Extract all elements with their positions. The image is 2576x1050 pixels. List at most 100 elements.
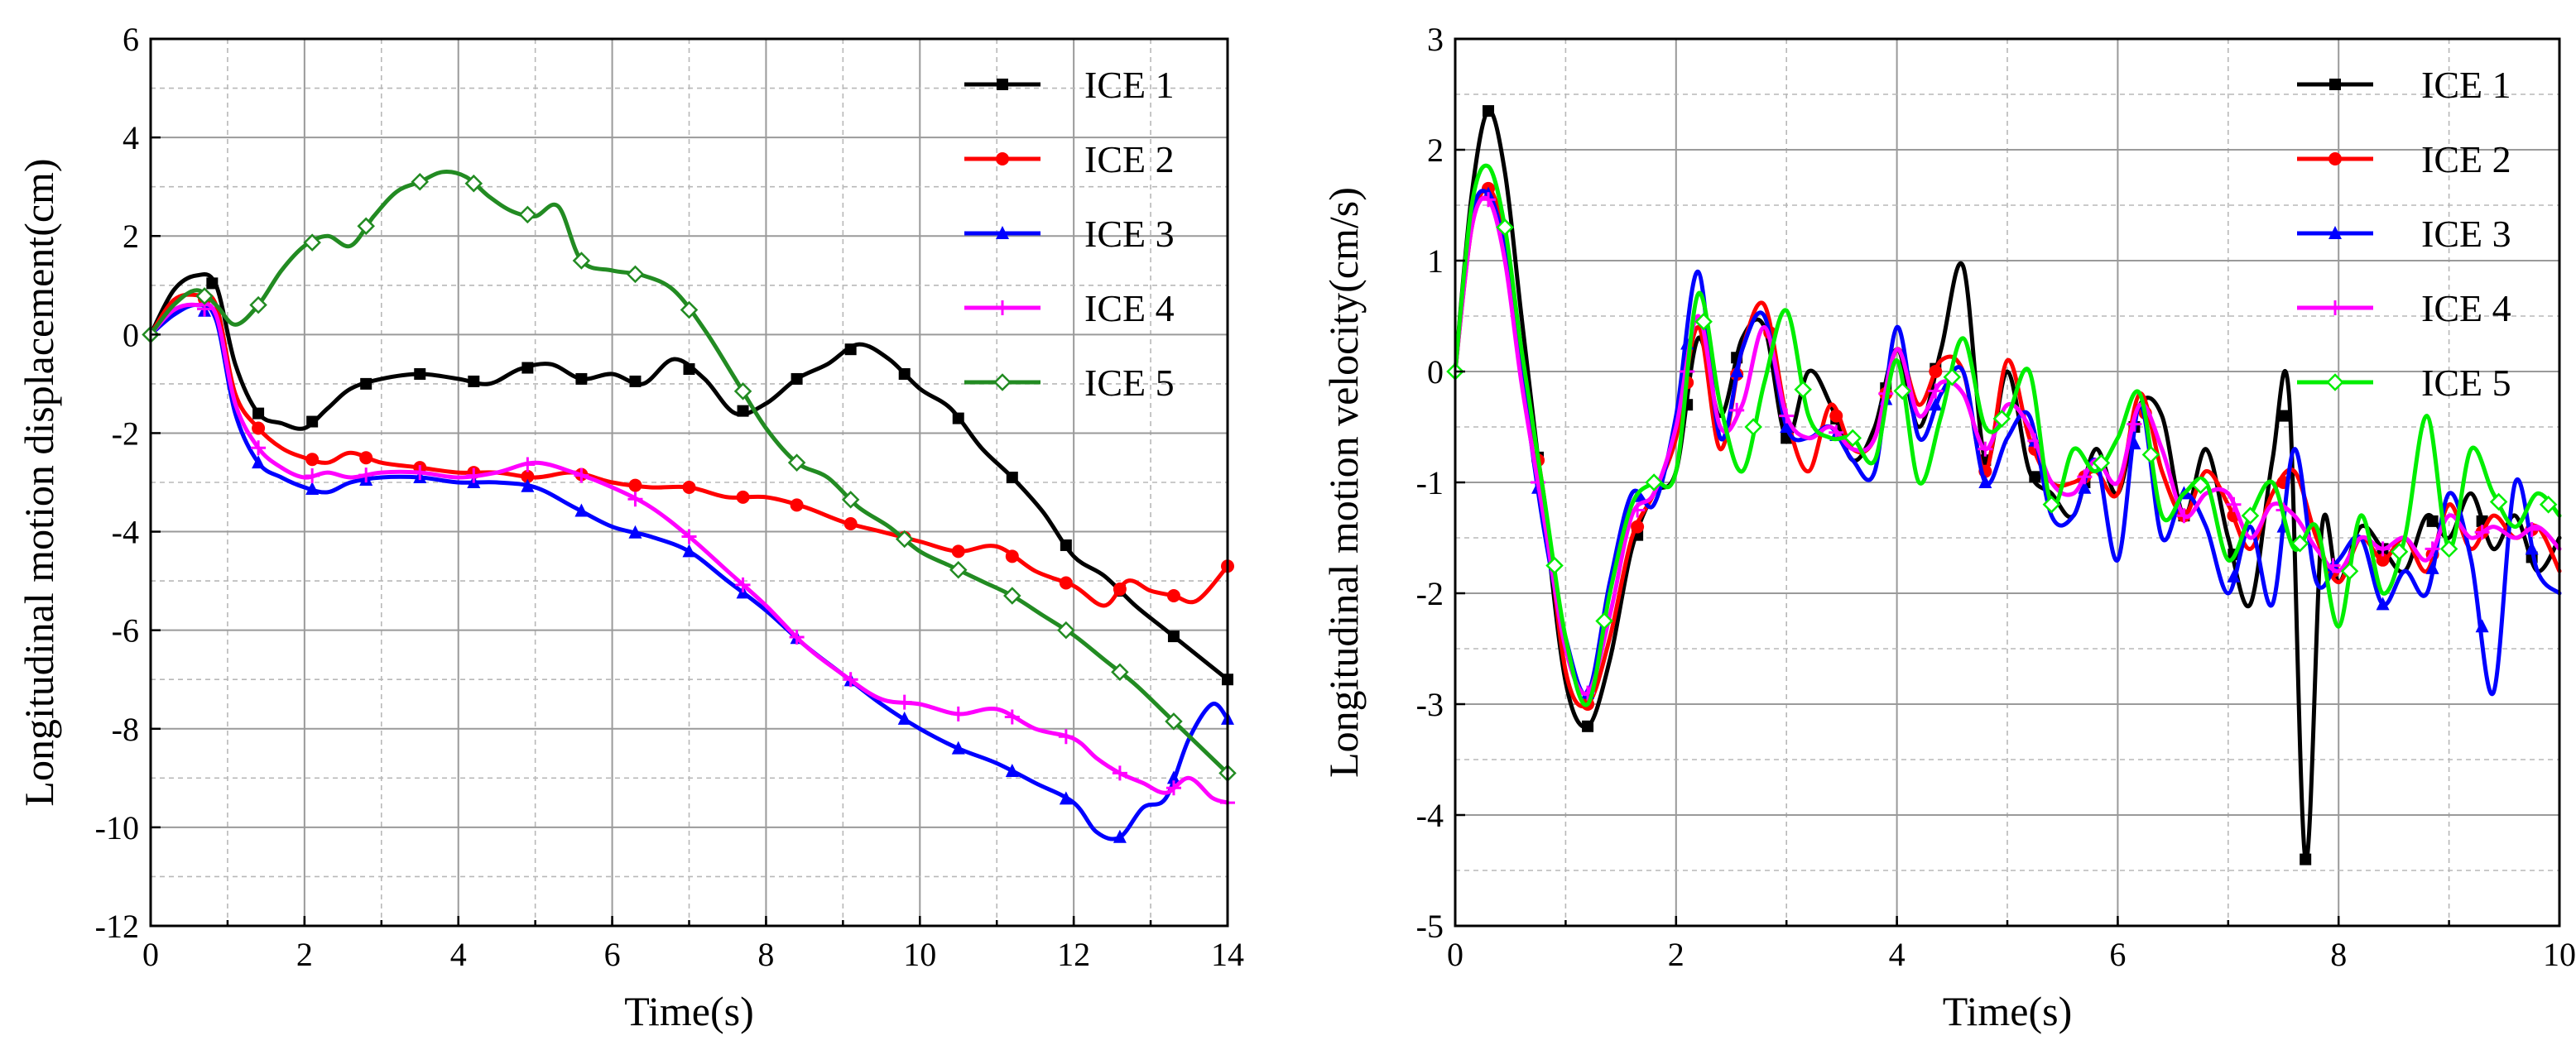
data-point: [1058, 729, 1074, 745]
data-point: [2539, 496, 2558, 514]
data-point: [790, 498, 804, 512]
legend-label: ICE 3: [1084, 213, 1175, 255]
data-point: [733, 382, 752, 400]
legend: ICE 1 ICE 2 ICE 3 ICE 4 ICE 5: [2297, 64, 2511, 404]
velocity-chart: 0 2 4 6 8 10 -5 -4 -3 -2 -1 0 1 2 3 Time(s) Longitudinal…: [1320, 21, 2576, 1034]
data-point: [895, 530, 914, 549]
y-tick-label: 2: [123, 218, 139, 255]
data-point: [1829, 409, 1843, 423]
legend-item: ICE 4: [2297, 287, 2511, 329]
data-point: [897, 711, 911, 725]
data-point: [252, 421, 266, 435]
y-tick-label: -4: [112, 514, 139, 551]
data-point: [2141, 445, 2160, 464]
data-point: [680, 300, 699, 319]
data-point: [195, 287, 214, 305]
data-point: [2390, 542, 2409, 561]
x-tick-label: 2: [296, 936, 313, 973]
x-tick-label: 4: [450, 936, 467, 973]
y-tick-label: -3: [1416, 686, 1444, 723]
data-point: [1165, 712, 1183, 731]
series-line: [148, 292, 1230, 608]
data-point: [1166, 588, 1180, 602]
x-tick-label: 14: [1211, 936, 1244, 973]
data-point: [521, 362, 534, 374]
data-point: [1943, 367, 1962, 386]
x-tick-label: 0: [1447, 936, 1463, 973]
data-point: [574, 467, 589, 483]
data-point: [1006, 472, 1018, 484]
data-point: [736, 490, 750, 504]
x-tick-label: 0: [142, 936, 159, 973]
data-point: [2127, 416, 2142, 432]
legend-marker: [2329, 79, 2341, 90]
data-point: [1060, 539, 1072, 551]
series-line: [148, 303, 1230, 841]
data-point: [252, 407, 265, 420]
data-point: [358, 467, 374, 483]
y-tick-label: 3: [1427, 21, 1444, 58]
displacement-chart: 0 2 4 6 8 10 12 14-12-10-8-6-4-20246Time(s)Long…: [16, 21, 1244, 1034]
legend-label: ICE 1: [1084, 64, 1175, 106]
data-point: [306, 415, 319, 428]
data-point: [843, 517, 858, 531]
data-point: [1843, 429, 1862, 448]
data-point: [683, 363, 695, 376]
data-point: [628, 525, 642, 539]
legend: ICE 1 ICE 2 ICE 3 ICE 4 ICE 5: [964, 64, 1175, 404]
x-axis-title: Time(s): [1943, 988, 2073, 1034]
data-point: [1645, 473, 1663, 491]
data-point: [2300, 853, 2312, 865]
data-point: [1059, 791, 1073, 805]
legend-item: ICE 4: [964, 287, 1175, 329]
data-point: [1928, 383, 1944, 399]
data-point: [682, 544, 696, 558]
data-point: [1111, 663, 1129, 682]
data-point: [1496, 218, 1514, 237]
data-point: [572, 252, 591, 270]
data-point: [359, 451, 373, 465]
data-point: [2029, 471, 2041, 483]
data-point: [1978, 475, 1992, 488]
data-point: [1004, 709, 1020, 725]
y-tick-label: 0: [123, 316, 139, 353]
data-point: [2127, 436, 2141, 450]
legend-label: ICE 5: [2421, 362, 2511, 404]
legend-item: ICE 1: [964, 64, 1175, 106]
legend-item: ICE 2: [964, 138, 1175, 180]
x-axis-title: Time(s): [624, 988, 754, 1034]
data-point: [2092, 453, 2111, 472]
data-point: [2176, 508, 2192, 524]
data-point: [2439, 539, 2458, 559]
data-point: [1794, 381, 1812, 399]
data-point: [2425, 560, 2439, 574]
data-point: [1929, 365, 1943, 378]
data-point: [466, 467, 482, 483]
data-point: [950, 706, 966, 722]
legend-item: ICE 5: [2297, 362, 2511, 404]
legend-item: ICE 3: [2297, 213, 2511, 255]
data-point: [627, 491, 643, 507]
legend-marker: [2328, 300, 2343, 315]
data-point: [2376, 597, 2390, 611]
series-line: [148, 302, 1230, 805]
legend-marker: [2328, 152, 2342, 165]
y-axis-title: Longitudinal motion displacement(cm): [16, 158, 62, 806]
data-point: [2489, 492, 2508, 511]
series-line: [1453, 195, 2562, 697]
series-line: [148, 170, 1230, 775]
legend-item: ICE 2: [2297, 138, 2511, 180]
series-ice-3: [148, 303, 1234, 843]
data-point: [1113, 829, 1127, 843]
y-axis-title: Longitudinal motion velocity(cm/s): [1320, 187, 1367, 778]
x-tick-label: 10: [2543, 936, 2576, 973]
y-tick-label: -2: [1416, 575, 1444, 612]
data-point: [1978, 441, 1993, 457]
y-tick-label: 6: [123, 21, 139, 58]
data-point: [1481, 192, 1497, 208]
legend-marker: [995, 300, 1010, 315]
data-point: [520, 457, 536, 472]
data-point: [1780, 420, 1794, 433]
data-point: [1003, 587, 1021, 605]
data-point: [1929, 397, 1943, 411]
